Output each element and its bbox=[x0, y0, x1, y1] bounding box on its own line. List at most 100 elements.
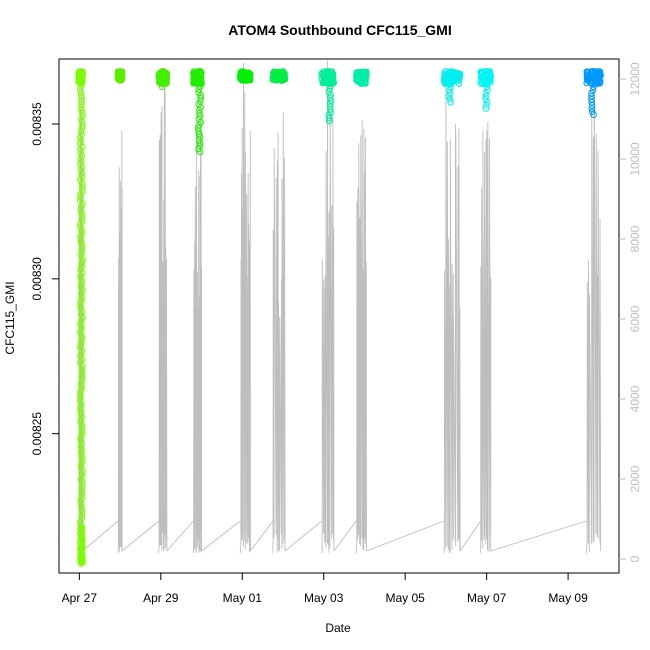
data-point bbox=[78, 227, 85, 234]
data-point bbox=[77, 320, 84, 327]
y2-tick-label: 10000 bbox=[628, 142, 642, 176]
data-point bbox=[77, 350, 85, 357]
data-point bbox=[79, 110, 86, 117]
altitude-ferry-segment bbox=[121, 520, 160, 552]
data-point bbox=[357, 71, 365, 79]
altitude-ferry-segment bbox=[366, 520, 445, 552]
data-point bbox=[589, 86, 597, 94]
data-point bbox=[447, 71, 454, 78]
data-point bbox=[78, 296, 86, 303]
data-points-layer bbox=[75, 68, 604, 567]
data-point bbox=[455, 80, 463, 87]
y-axis-label: CFC115_GMI bbox=[3, 281, 17, 354]
data-point bbox=[79, 287, 86, 294]
data-point bbox=[447, 77, 455, 84]
data-point bbox=[327, 82, 334, 90]
data-point bbox=[78, 535, 86, 542]
data-point bbox=[76, 329, 84, 336]
data-point bbox=[77, 302, 84, 309]
data-point bbox=[78, 531, 85, 538]
data-point bbox=[446, 95, 454, 103]
data-point bbox=[197, 68, 204, 75]
data-point bbox=[357, 80, 365, 87]
data-point bbox=[79, 314, 86, 321]
y-tick-label: 0.00830 bbox=[30, 257, 44, 301]
data-point bbox=[195, 86, 203, 93]
data-point bbox=[78, 512, 86, 519]
altitude-ferry-segment bbox=[82, 520, 119, 552]
series-points bbox=[477, 68, 494, 112]
data-point bbox=[588, 99, 596, 106]
data-point bbox=[588, 102, 596, 109]
y2-tick-label: 0 bbox=[628, 555, 642, 562]
data-point bbox=[195, 136, 203, 144]
plot-frame bbox=[58, 58, 620, 574]
data-point bbox=[79, 122, 86, 129]
data-point bbox=[273, 69, 281, 77]
data-point bbox=[329, 72, 336, 80]
x-tick-label: May 01 bbox=[223, 591, 263, 605]
x-tick-label: May 05 bbox=[386, 591, 426, 605]
data-point bbox=[447, 74, 454, 81]
data-point bbox=[79, 200, 86, 207]
data-point bbox=[77, 128, 85, 135]
data-point bbox=[588, 68, 596, 75]
data-point bbox=[78, 335, 86, 342]
data-point bbox=[483, 102, 490, 109]
data-point bbox=[588, 105, 596, 112]
data-point bbox=[78, 293, 85, 300]
data-point bbox=[589, 74, 597, 81]
x-tick-label: May 09 bbox=[548, 591, 588, 605]
data-point bbox=[590, 111, 597, 119]
data-point bbox=[455, 75, 462, 83]
data-point bbox=[77, 158, 85, 165]
altitude-track-segment bbox=[158, 79, 168, 554]
data-point bbox=[482, 105, 490, 112]
x-tick-label: Apr 27 bbox=[62, 591, 98, 605]
y2-tick-label: 12000 bbox=[628, 62, 642, 96]
data-point bbox=[78, 488, 85, 495]
x-axis-label: Date bbox=[325, 621, 351, 635]
altitude-track-segment bbox=[585, 68, 602, 554]
data-point bbox=[78, 555, 86, 563]
data-point bbox=[242, 77, 249, 84]
data-point bbox=[78, 383, 86, 390]
data-point bbox=[447, 68, 455, 75]
data-point bbox=[78, 131, 86, 138]
data-point bbox=[79, 559, 86, 566]
data-point bbox=[78, 260, 85, 267]
data-point bbox=[446, 89, 454, 97]
data-point bbox=[325, 114, 333, 122]
data-point bbox=[588, 108, 596, 115]
data-point bbox=[160, 71, 168, 78]
data-point bbox=[196, 148, 204, 156]
x-tick-label: May 07 bbox=[467, 591, 507, 605]
data-point bbox=[482, 77, 489, 84]
series-points bbox=[114, 68, 126, 84]
altitude-ferry-segment bbox=[459, 520, 481, 552]
data-point bbox=[447, 83, 455, 91]
data-point bbox=[78, 413, 86, 420]
data-point bbox=[596, 72, 604, 80]
data-point bbox=[77, 434, 84, 441]
y-tick-label: 0.00835 bbox=[30, 102, 44, 146]
series-points bbox=[75, 68, 86, 567]
altitude-ferry-segment bbox=[333, 520, 357, 552]
data-point bbox=[77, 341, 84, 348]
series-points bbox=[318, 68, 338, 125]
altitude-ferry-segment bbox=[201, 520, 241, 552]
data-point bbox=[589, 77, 597, 84]
data-point bbox=[78, 374, 86, 381]
data-point bbox=[77, 534, 85, 541]
data-point bbox=[447, 99, 454, 106]
data-point bbox=[77, 281, 85, 288]
data-point bbox=[360, 69, 367, 77]
altitude-track-segment bbox=[192, 120, 203, 554]
data-point bbox=[77, 224, 84, 231]
data-point bbox=[159, 77, 167, 84]
chart-title: ATOM4 Southbound CFC115_GMI bbox=[228, 22, 452, 38]
data-point bbox=[588, 92, 595, 100]
altitude-track-segment bbox=[239, 62, 251, 554]
data-point bbox=[77, 233, 84, 240]
